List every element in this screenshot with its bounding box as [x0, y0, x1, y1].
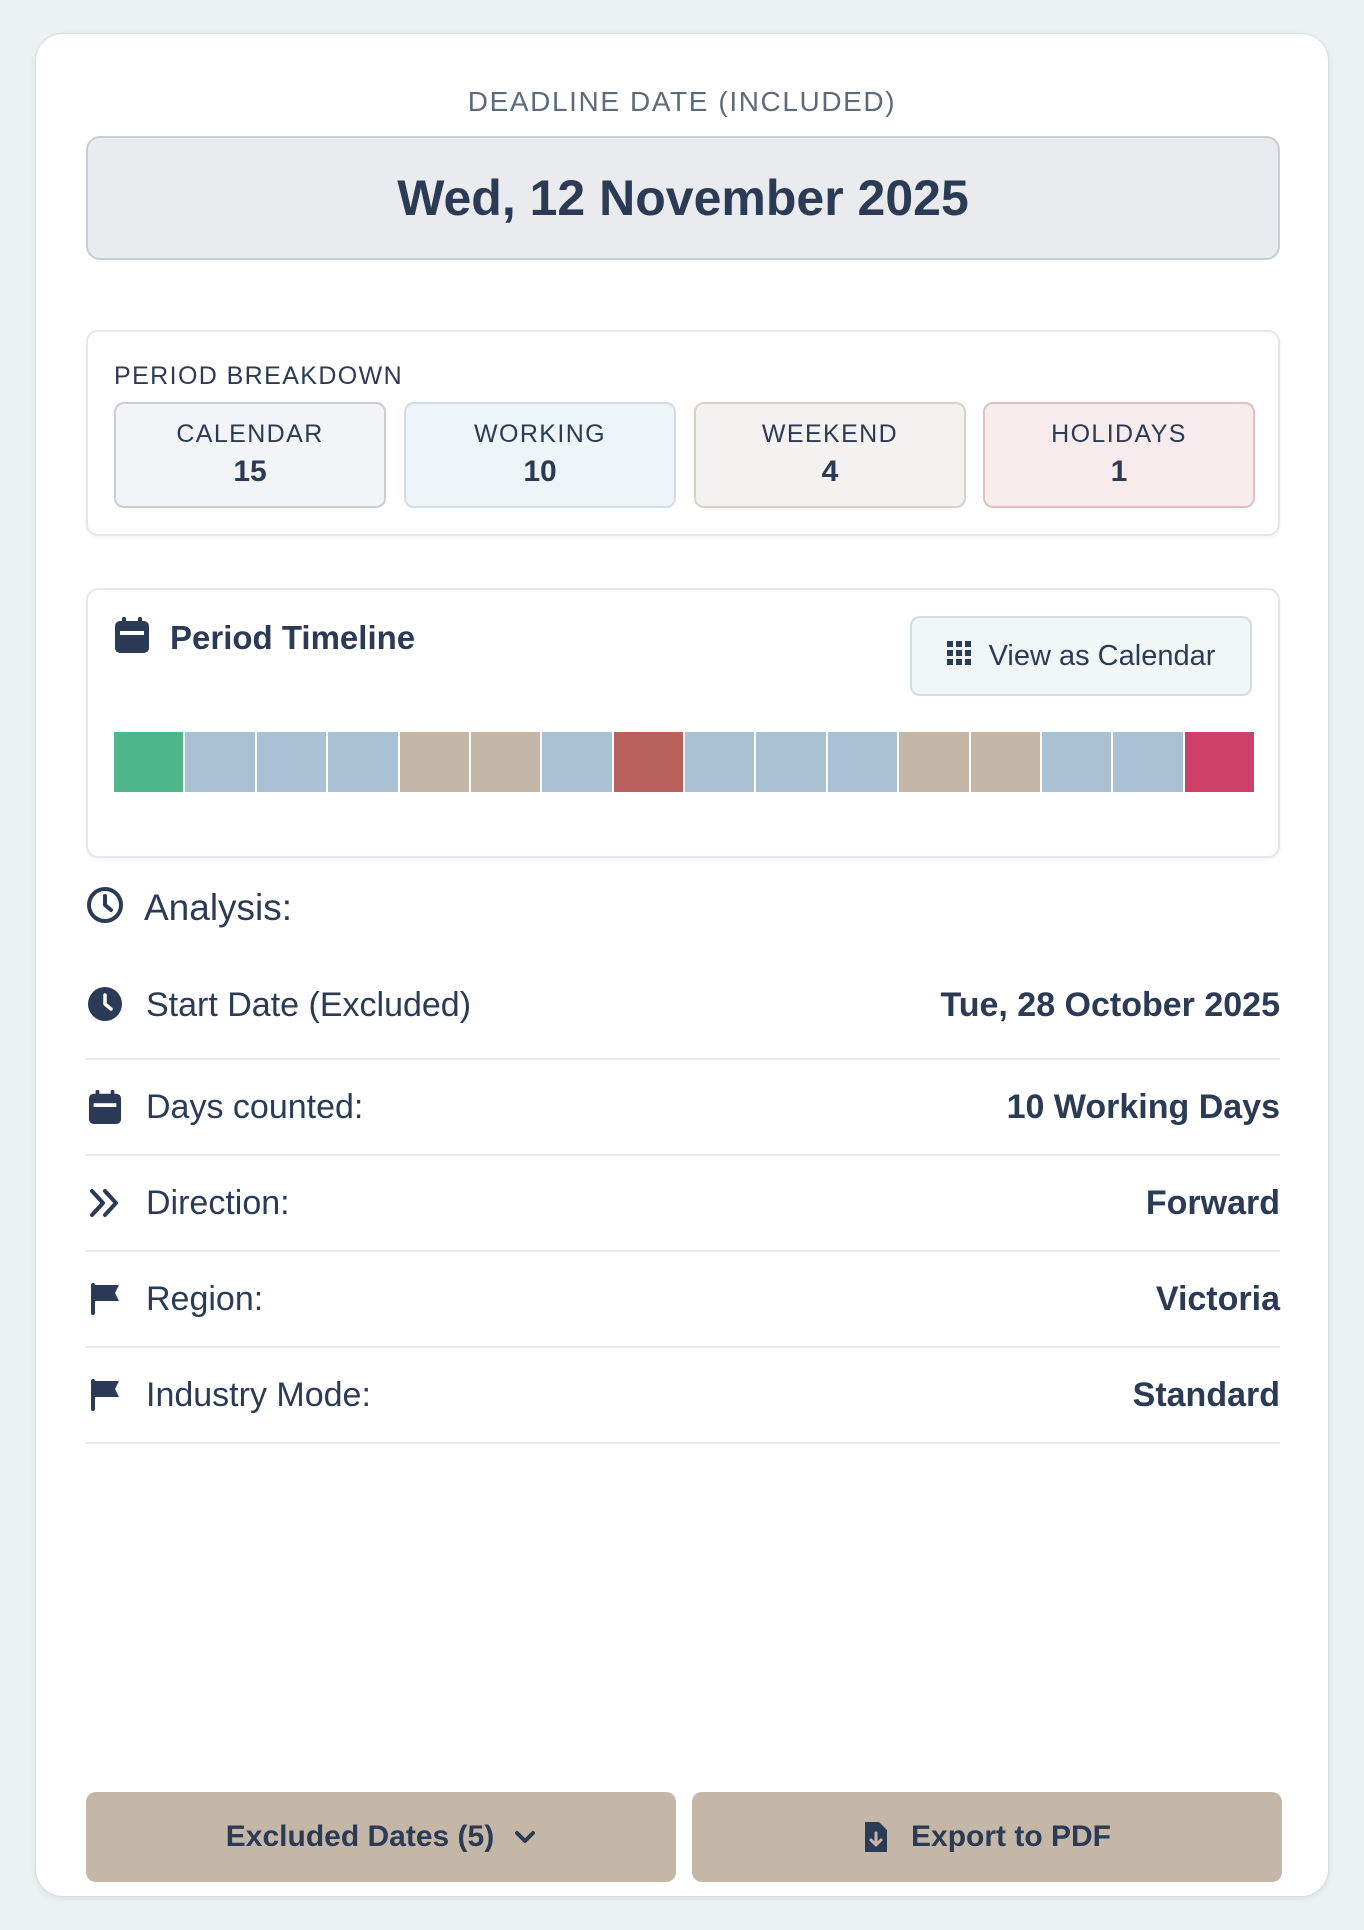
- deadline-box: Wed, 12 November 2025: [86, 136, 1280, 260]
- timeline-cell-working: [256, 732, 329, 792]
- analysis-row-industry-mode: Industry Mode: Standard: [86, 1348, 1280, 1444]
- breakdown-title: PERIOD BREAKDOWN: [114, 362, 404, 390]
- industry-mode-label: Industry Mode:: [146, 1375, 371, 1414]
- grid-icon: [946, 640, 989, 673]
- period-breakdown-panel: PERIOD BREAKDOWN CALENDAR 15 WORKING 10 …: [86, 330, 1280, 536]
- period-timeline-panel: Period Timeline View as Calendar: [86, 588, 1280, 858]
- stat-weekend: WEEKEND 4: [694, 402, 966, 508]
- timeline-header: Period Timeline: [114, 616, 415, 659]
- timeline-cell-weekend: [470, 732, 543, 792]
- direction-label: Direction:: [146, 1183, 290, 1222]
- region-label: Region:: [146, 1279, 264, 1318]
- clock-icon: [86, 986, 124, 1022]
- view-as-calendar-label: View as Calendar: [988, 639, 1216, 672]
- export-pdf-button[interactable]: Export to PDF: [692, 1792, 1282, 1882]
- stat-weekend-label: WEEKEND: [761, 420, 899, 448]
- stat-calendar-value: 15: [233, 455, 267, 488]
- timeline-cell-working: [756, 732, 828, 792]
- start-date-value: Tue, 28 October 2025: [940, 986, 1280, 1024]
- stat-weekend-value: 4: [821, 455, 839, 488]
- flag-icon: [86, 1378, 124, 1412]
- calendar-icon: [114, 616, 150, 659]
- timeline-cell-working: [328, 732, 400, 792]
- double-chevron-right-icon: [86, 1188, 124, 1218]
- excluded-dates-label: Excluded Dates (5): [225, 1820, 495, 1853]
- direction-value: Forward: [1145, 1183, 1280, 1222]
- timeline-cell-working: [1041, 732, 1114, 792]
- analysis-row-region: Region: Victoria: [86, 1252, 1280, 1348]
- region-value: Victoria: [1155, 1279, 1280, 1318]
- chevron-down-icon: [514, 1830, 536, 1844]
- timeline-title: Period Timeline: [170, 618, 416, 656]
- view-as-calendar-button[interactable]: View as Calendar: [910, 616, 1252, 696]
- stat-holidays-label: HOLIDAYS: [1051, 420, 1187, 448]
- excluded-dates-button[interactable]: Excluded Dates (5): [86, 1792, 676, 1882]
- stat-holidays: HOLIDAYS 1: [983, 402, 1255, 508]
- timeline-cell-weekend: [399, 732, 471, 792]
- file-download-icon: [863, 1820, 889, 1854]
- industry-mode-value: Standard: [1132, 1375, 1280, 1414]
- timeline-cell-deadline: [1184, 732, 1254, 792]
- stat-working-label: WORKING: [473, 420, 607, 448]
- analysis-title: Analysis:: [144, 886, 293, 928]
- stat-working: WORKING 10: [404, 402, 676, 508]
- export-pdf-label: Export to PDF: [911, 1820, 1111, 1853]
- analysis-rows: Start Date (Excluded) Tue, 28 October 20…: [86, 974, 1280, 1444]
- deadline-label: DEADLINE DATE (INCLUDED): [467, 86, 897, 117]
- timeline-cell-working: [542, 732, 614, 792]
- analysis-row-days-counted: Days counted: 10 Working Days: [86, 1060, 1280, 1156]
- analysis-row-start-date: Start Date (Excluded) Tue, 28 October 20…: [86, 974, 1280, 1060]
- result-card: DEADLINE DATE (INCLUDED) Wed, 12 Novembe…: [35, 33, 1329, 1897]
- timeline-cell-weekend: [970, 732, 1042, 792]
- flag-icon: [86, 1282, 124, 1316]
- days-counted-label: Days counted:: [146, 1087, 364, 1126]
- timeline-cell-working: [827, 732, 900, 792]
- stat-calendar-label: CALENDAR: [176, 420, 324, 448]
- start-date-label: Start Date (Excluded): [146, 986, 472, 1024]
- timeline-cell-weekend: [899, 732, 971, 792]
- days-counted-value: 10 Working Days: [1006, 1087, 1280, 1126]
- timeline-cell-working: [1113, 732, 1185, 792]
- stat-working-value: 10: [523, 455, 557, 488]
- stat-holidays-value: 1: [1110, 455, 1128, 488]
- clock-outline-icon: [86, 886, 124, 929]
- timeline-cell-start: [114, 732, 186, 792]
- timeline-cell-working: [685, 732, 757, 792]
- analysis-row-direction: Direction: Forward: [86, 1156, 1280, 1252]
- calendar-icon: [86, 1089, 124, 1125]
- analysis-header: Analysis:: [86, 886, 292, 929]
- deadline-value: Wed, 12 November 2025: [397, 170, 969, 226]
- timeline-cell-holiday: [613, 732, 685, 792]
- stat-calendar: CALENDAR 15: [114, 402, 386, 508]
- timeline-cell-working: [185, 732, 257, 792]
- timeline-strip: [114, 732, 1254, 792]
